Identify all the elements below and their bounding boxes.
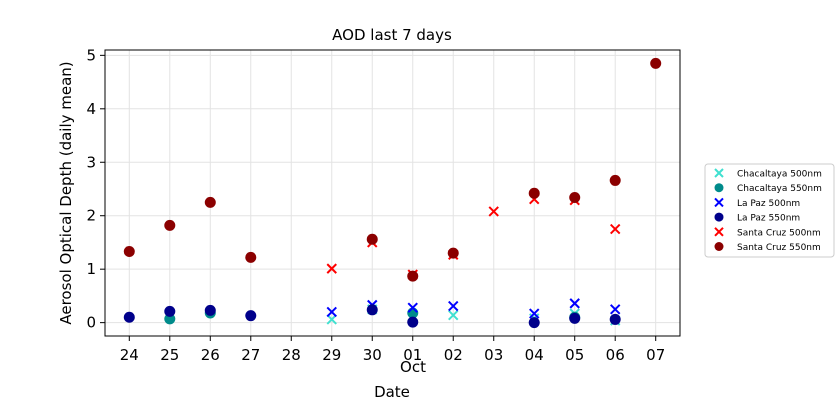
point-chacaltaya-500nm [448,309,459,321]
point-la-paz-550nm [204,304,216,316]
legend-label-chacaltaya-500nm: Chacaltaya 500nm [737,170,822,180]
point-santa-cruz-550nm [245,251,257,263]
x-tick-label: 02 [444,346,463,364]
point-santa-cruz-500nm [488,206,499,217]
legend-marker-chacaltaya-550nm [714,183,724,193]
point-santa-cruz-550nm [123,246,135,258]
y-axis-label: Aerosol Optical Depth (daily mean) [57,61,75,324]
x-month-label: Oct [400,358,426,376]
legend-marker-santa-cruz-550nm [714,242,724,251]
x-tick-label: 27 [241,346,260,364]
legend-marker-la-paz-500nm [714,197,724,208]
legend-label-la-paz-550nm: La Paz 550nm [737,214,800,224]
data-points [123,57,662,329]
point-santa-cruz-550nm [569,192,581,204]
point-la-paz-500nm [407,302,418,313]
x-tick-label: 30 [363,346,382,364]
plot-frame [104,49,681,337]
point-santa-cruz-550nm [407,270,419,282]
y-tick-label: 4 [86,100,96,118]
y-tick-label: 5 [86,46,96,64]
point-la-paz-500nm [569,298,580,309]
chart-title: AOD last 7 days [332,26,452,44]
x-tick-label: 25 [160,346,179,364]
point-santa-cruz-500nm [610,223,621,235]
y-tick-label: 1 [86,260,96,278]
point-la-paz-550nm [123,311,135,323]
point-la-paz-500nm [448,300,459,312]
legend-box [704,163,835,258]
point-santa-cruz-550nm [528,187,540,199]
x-axis-label: Date [374,383,410,401]
point-santa-cruz-550nm [164,219,176,231]
x-tick-label: 26 [201,346,220,364]
point-la-paz-550nm [407,316,419,328]
legend-label-chacaltaya-550nm: Chacaltaya 550nm [737,184,822,194]
point-la-paz-550nm [569,312,581,324]
legend-marker-santa-cruz-500nm [714,227,724,237]
y-tick-label: 3 [86,153,96,171]
point-santa-cruz-500nm [326,263,337,274]
legend-label-la-paz-500nm: La Paz 500nm [737,199,800,209]
x-tick-label: 05 [565,346,584,364]
x-tick-label: 03 [484,346,503,364]
x-tick-label: 28 [282,346,301,364]
y-axis-ticks: 0 1 2 3 4 5 [86,46,105,332]
point-santa-cruz-550nm [447,247,459,259]
x-tick-label: 04 [525,346,544,364]
point-la-paz-550nm [609,313,621,325]
x-tick-label: 29 [322,346,341,364]
point-santa-cruz-550nm [650,57,662,69]
y-tick-label: 2 [86,207,96,225]
point-chacaltaya-500nm [326,314,337,325]
point-la-paz-500nm [529,308,540,319]
legend-label-santa-cruz-500nm: Santa Cruz 500nm [737,228,821,238]
point-la-paz-550nm [528,317,540,329]
point-la-paz-500nm [610,304,621,315]
legend-marker-chacaltaya-500nm [714,168,724,178]
point-la-paz-550nm [164,305,176,317]
point-santa-cruz-550nm [609,174,621,186]
x-axis-ticks: 24 25 26 27 28 29 30 01 02 03 04 05 06 07 [120,336,665,364]
legend-marker-la-paz-550nm [714,212,724,222]
x-tick-label: 07 [646,346,665,364]
legend-label-santa-cruz-550nm: Santa Cruz 550nm [737,243,821,253]
x-tick-label: 06 [606,346,625,364]
y-tick-label: 0 [86,314,96,332]
point-la-paz-550nm [366,304,378,316]
point-santa-cruz-550nm [204,196,216,208]
point-la-paz-500nm [326,306,337,318]
x-tick-label: 01 [403,346,422,364]
point-santa-cruz-550nm [366,233,378,245]
x-tick-label: 24 [120,346,139,364]
legend: Chacaltaya 500nm Chacaltaya 550nm La Paz 5… [704,163,835,258]
point-la-paz-550nm [245,310,257,322]
